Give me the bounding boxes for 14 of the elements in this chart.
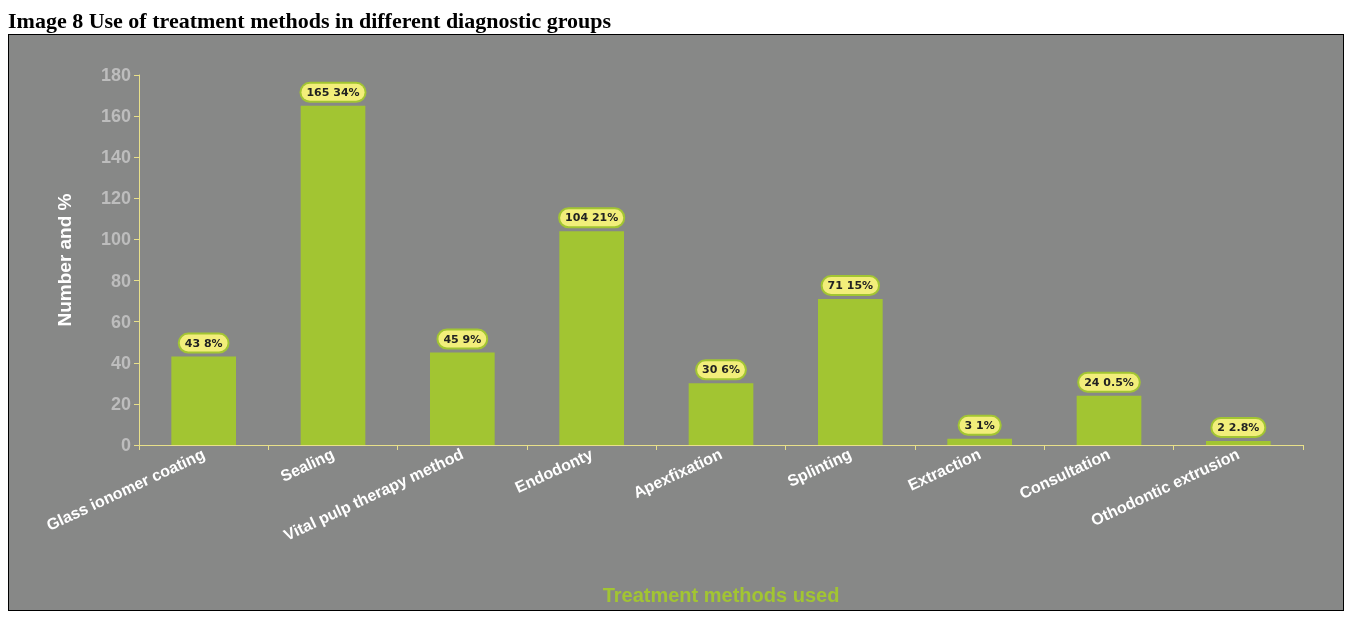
data-label: 104 21% (565, 211, 619, 225)
data-label: 3 1% (964, 418, 995, 432)
data-label: 165 34% (306, 85, 360, 99)
data-label: 24 0.5% (1084, 375, 1134, 389)
data-label: 30 6% (702, 363, 740, 377)
data-label: 2 2.8% (1217, 420, 1260, 434)
y-axis-title: Number and % (54, 193, 75, 327)
data-label: 71 15% (827, 279, 874, 293)
bar (1206, 440, 1271, 445)
data-label: 43 8% (184, 336, 223, 350)
chart-title: Image 8 Use of treatment methods in different diagnostic groups (8, 8, 613, 34)
x-axis-title: Treatment methods used (602, 584, 840, 606)
bar (818, 299, 883, 445)
data-label: 45 9% (443, 332, 482, 346)
